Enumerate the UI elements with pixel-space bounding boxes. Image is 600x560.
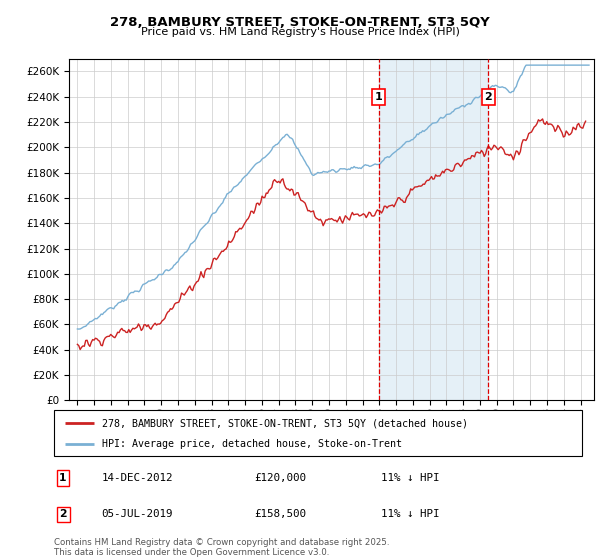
Bar bbox=[379, 59, 488, 400]
FancyBboxPatch shape bbox=[54, 410, 582, 456]
Text: 05-JUL-2019: 05-JUL-2019 bbox=[101, 510, 173, 520]
Text: Contains HM Land Registry data © Crown copyright and database right 2025.
This d: Contains HM Land Registry data © Crown c… bbox=[54, 538, 389, 557]
Text: £120,000: £120,000 bbox=[254, 473, 307, 483]
Text: 14-DEC-2012: 14-DEC-2012 bbox=[101, 473, 173, 483]
Text: 1: 1 bbox=[59, 473, 67, 483]
Text: 278, BAMBURY STREET, STOKE-ON-TRENT, ST3 5QY: 278, BAMBURY STREET, STOKE-ON-TRENT, ST3… bbox=[110, 16, 490, 29]
Text: £158,500: £158,500 bbox=[254, 510, 307, 520]
Text: 1: 1 bbox=[375, 92, 383, 102]
Text: HPI: Average price, detached house, Stoke-on-Trent: HPI: Average price, detached house, Stok… bbox=[101, 440, 401, 450]
Text: 11% ↓ HPI: 11% ↓ HPI bbox=[382, 510, 440, 520]
Text: 2: 2 bbox=[59, 510, 67, 520]
Text: 11% ↓ HPI: 11% ↓ HPI bbox=[382, 473, 440, 483]
Text: Price paid vs. HM Land Registry's House Price Index (HPI): Price paid vs. HM Land Registry's House … bbox=[140, 27, 460, 37]
Text: 278, BAMBURY STREET, STOKE-ON-TRENT, ST3 5QY (detached house): 278, BAMBURY STREET, STOKE-ON-TRENT, ST3… bbox=[101, 418, 467, 428]
Text: 2: 2 bbox=[485, 92, 493, 102]
